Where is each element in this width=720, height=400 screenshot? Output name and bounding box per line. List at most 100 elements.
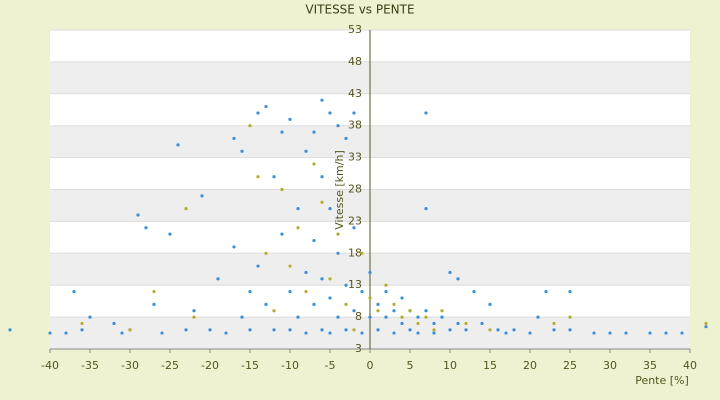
y-tick-label: 28: [348, 183, 362, 196]
point: [152, 302, 156, 306]
point: [264, 104, 268, 109]
point: [432, 328, 436, 332]
y-tick-label: 38: [348, 119, 362, 132]
point: [336, 124, 340, 128]
point: [8, 328, 12, 332]
point: [272, 175, 276, 179]
point: [288, 264, 292, 268]
point: [144, 226, 148, 230]
point: [328, 111, 332, 115]
y-axis-label: Vitesse [km/h]: [333, 150, 346, 230]
point: [192, 315, 196, 319]
point: [568, 315, 572, 319]
x-tick-label: -40: [41, 359, 59, 372]
point: [288, 328, 292, 332]
point: [216, 277, 220, 281]
point: [464, 321, 468, 326]
point: [344, 136, 348, 141]
point: [360, 331, 364, 335]
point: [328, 207, 332, 211]
point: [416, 321, 420, 326]
point: [352, 226, 356, 230]
point: [320, 328, 324, 332]
point: [296, 226, 300, 230]
x-tick-label: -10: [281, 359, 299, 372]
x-tick-label: -5: [325, 359, 336, 372]
chart-title: VITESSE vs PENTE: [305, 3, 414, 17]
point: [232, 136, 236, 141]
point: [376, 309, 380, 313]
y-tick-label: 43: [348, 87, 362, 100]
x-tick-label: 15: [483, 359, 497, 372]
point: [240, 315, 244, 319]
point: [112, 321, 116, 326]
point: [312, 238, 316, 243]
point: [248, 289, 252, 294]
point: [528, 331, 532, 335]
point: [232, 245, 236, 249]
point: [120, 331, 124, 335]
point: [624, 331, 628, 335]
point: [384, 289, 388, 294]
x-tick-label: 30: [603, 359, 617, 372]
point: [184, 328, 188, 332]
point: [480, 321, 484, 326]
point: [392, 302, 396, 306]
point: [408, 309, 412, 313]
x-tick-label: 35: [643, 359, 657, 372]
x-tick-label: -15: [241, 359, 259, 372]
point: [432, 321, 436, 326]
x-tick-label: 20: [523, 359, 537, 372]
point: [152, 289, 156, 294]
point: [400, 315, 404, 319]
point: [368, 315, 372, 319]
point: [416, 331, 420, 335]
point: [280, 130, 284, 134]
point: [240, 149, 244, 153]
point: [344, 302, 348, 306]
point: [280, 187, 284, 192]
point: [360, 251, 364, 255]
point: [400, 296, 404, 300]
y-tick-label: 53: [348, 23, 362, 36]
point: [320, 98, 324, 102]
point: [48, 331, 52, 335]
x-tick-label: -25: [161, 359, 179, 372]
point: [552, 321, 556, 326]
point: [224, 331, 228, 335]
point: [336, 315, 340, 319]
point: [136, 213, 140, 217]
point: [288, 289, 292, 294]
point: [200, 194, 204, 198]
point: [416, 315, 420, 319]
point: [304, 331, 308, 335]
point: [368, 270, 372, 275]
point: [248, 124, 252, 128]
point: [344, 283, 348, 287]
point: [304, 270, 308, 275]
y-tick-label: 23: [348, 214, 362, 227]
x-tick-label: -30: [121, 359, 139, 372]
point: [368, 296, 372, 300]
point: [440, 309, 444, 313]
x-tick-label: -20: [201, 359, 219, 372]
point: [304, 149, 308, 153]
point: [568, 328, 572, 332]
point: [312, 302, 316, 306]
x-tick-label: 5: [407, 359, 414, 372]
y-tick-label: 13: [348, 278, 362, 291]
point: [424, 111, 428, 115]
point: [568, 289, 572, 294]
point: [80, 321, 84, 326]
point: [424, 315, 428, 319]
point: [384, 283, 388, 287]
point: [296, 315, 300, 319]
point: [704, 325, 708, 329]
point: [648, 331, 652, 335]
point: [440, 315, 444, 319]
point: [680, 331, 684, 335]
point: [320, 200, 324, 204]
y-tick-label: 18: [348, 246, 362, 259]
point: [336, 251, 340, 255]
